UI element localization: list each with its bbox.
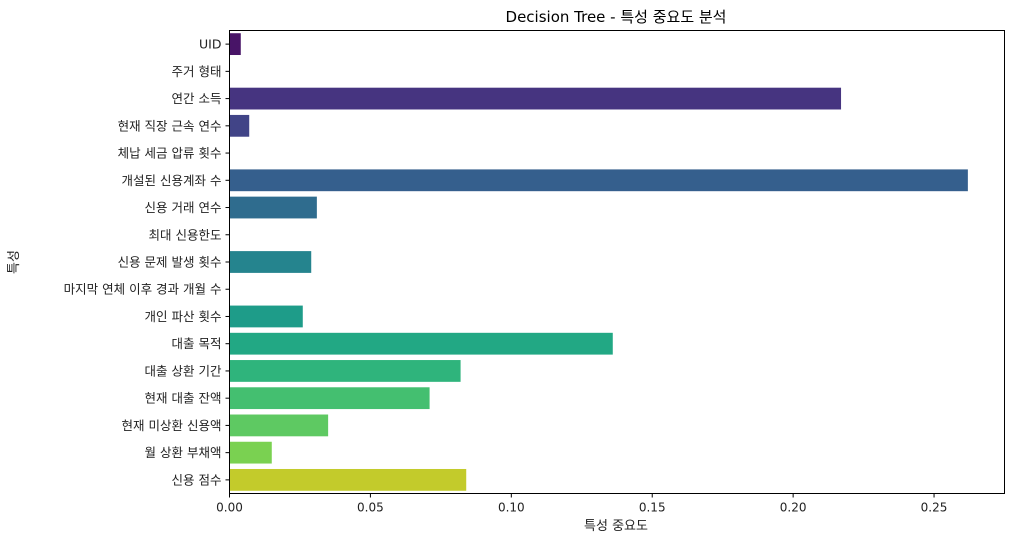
bar-15 xyxy=(229,441,272,464)
x-tick-label: 0.25 xyxy=(921,501,948,515)
bar-6 xyxy=(229,196,317,219)
bar-16 xyxy=(229,468,467,491)
bar-5 xyxy=(229,169,968,192)
x-tick-label: 0.05 xyxy=(357,501,384,515)
y-tick-label: 개인 파산 횟수 xyxy=(145,309,222,324)
x-axis-label: 특성 중요도 xyxy=(584,519,648,534)
y-tick-label: UID xyxy=(199,37,221,52)
x-tick-label: 0.00 xyxy=(216,501,243,515)
y-tick-label: 대출 목적 xyxy=(172,336,222,351)
y-tick-label: 대출 상환 기간 xyxy=(145,363,222,378)
y-axis-label: 특성 xyxy=(7,250,22,274)
y-tick-label: 마지막 연체 이후 경과 개월 수 xyxy=(64,282,222,297)
y-tick-label: 현재 미상환 신용액 xyxy=(122,418,222,433)
y-tick-label: 체납 세금 압류 횟수 xyxy=(118,146,222,161)
x-tick-label: 0.15 xyxy=(639,501,666,515)
y-tick-label: 개설된 신용계좌 수 xyxy=(122,173,222,188)
y-tick-label: 현재 대출 잔액 xyxy=(145,391,222,406)
x-tick-label: 0.20 xyxy=(780,501,807,515)
x-tick-label: 0.10 xyxy=(498,501,525,515)
y-tick-label: 최대 신용한도 xyxy=(149,227,222,242)
bar-14 xyxy=(229,414,329,437)
x-ticks: 0.00 0.05 0.10 0.15 0.20 0.25 xyxy=(216,493,948,515)
bar-12 xyxy=(229,360,461,382)
chart-title: Decision Tree - 특성 중요도 분석 xyxy=(506,8,727,26)
bar-13 xyxy=(229,387,430,410)
bar-11 xyxy=(229,332,613,355)
y-tick-label: 신용 점수 xyxy=(172,472,222,487)
bar-2 xyxy=(229,87,842,110)
y-tick-label: 월 상환 부채액 xyxy=(145,445,222,460)
bar-3 xyxy=(229,114,250,137)
y-tick-label: 연간 소득 xyxy=(172,91,222,106)
bar-10 xyxy=(229,305,303,328)
bars-group xyxy=(229,33,968,491)
plot-frame xyxy=(229,30,1005,494)
y-tick-label: 신용 거래 연수 xyxy=(145,200,222,215)
y-tick-label: 현재 직장 근속 연수 xyxy=(118,118,222,133)
y-tick-label: 신용 문제 발생 횟수 xyxy=(118,255,222,270)
bar-8 xyxy=(229,251,312,273)
bar-0 xyxy=(229,33,241,56)
y-tick-label: 주거 형태 xyxy=(172,64,222,79)
